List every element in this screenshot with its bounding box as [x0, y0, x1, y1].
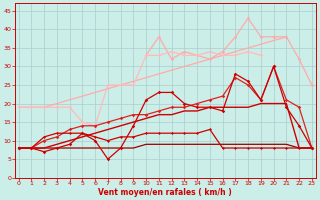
X-axis label: Vent moyen/en rafales ( km/h ): Vent moyen/en rafales ( km/h ): [98, 188, 232, 197]
